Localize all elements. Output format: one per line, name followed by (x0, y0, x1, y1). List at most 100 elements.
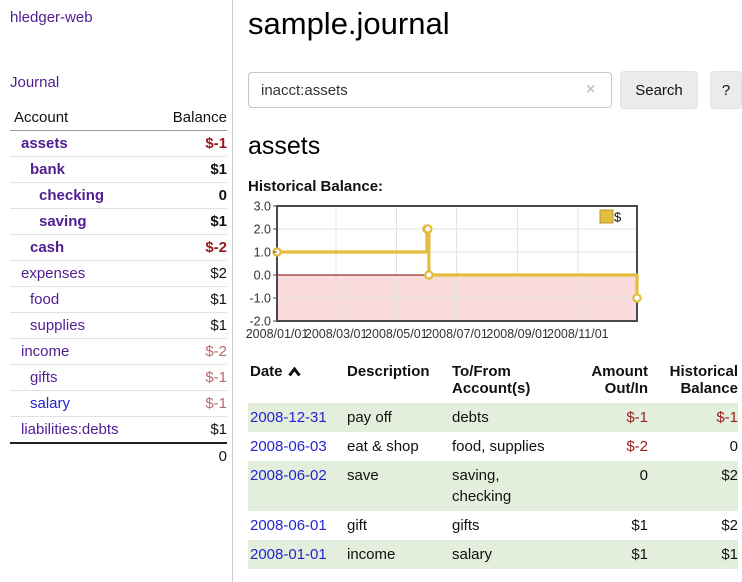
account-balance: $-2 (151, 338, 227, 365)
transaction-date-link[interactable]: 2008-06-03 (250, 438, 327, 455)
transaction-balance: $1 (648, 540, 738, 569)
account-link[interactable]: assets (21, 135, 68, 152)
transaction-date-link[interactable]: 2008-06-01 (250, 517, 327, 534)
legend-label: $ (614, 210, 622, 225)
x-axis-tick-label: 2008/07/01 (425, 327, 488, 341)
account-balance: $1 (151, 416, 227, 443)
balance-chart-svg: 3.0 2.0 1.0 0.0 -1.0 -2.02008/01/012008/03/01… (246, 200, 642, 341)
account-row: food $1 (10, 286, 227, 313)
sidebar-item-journal[interactable]: Journal (10, 74, 60, 91)
x-axis-tick-label: 2008/01/01 (246, 327, 309, 341)
register-table-body: 2008-12-31 pay off debts $-1 $-1 2008-06… (248, 403, 738, 569)
account-heading: assets (248, 132, 321, 160)
account-row: liabilities:debts $1 (10, 416, 227, 443)
transaction-accounts: gifts (452, 517, 480, 534)
transaction-amount: $1 (572, 540, 648, 569)
accounts-total-row: 0 (10, 441, 227, 469)
transaction-description: save (345, 461, 450, 511)
account-balance: $-1 (151, 130, 227, 157)
transaction-accounts: saving, checking (450, 461, 572, 511)
account-link[interactable]: salary (30, 395, 71, 412)
account-balance: $2 (151, 260, 227, 287)
account-balance: $1 (151, 208, 227, 235)
accounts-column-header: Account (10, 106, 152, 131)
transaction-date-link[interactable]: 2008-01-01 (250, 546, 327, 563)
account-link[interactable]: food (30, 291, 60, 308)
legend-swatch (599, 209, 614, 224)
register-header-date[interactable]: Date (248, 361, 345, 403)
sidebar: hledger-web Journal Account Balance asse… (0, 0, 233, 582)
historical-balance-chart: 3.0 2.0 1.0 0.0 -1.0 -2.0 2008/01/01 2008/03/01… (246, 199, 738, 344)
account-row: expenses $2 (10, 260, 227, 287)
transaction-row: 2008-06-03 eat & shop food, supplies $-2… (248, 432, 738, 461)
y-axis-tick-label: 0.0 (254, 269, 271, 283)
y-axis-tick-label: 2.0 (254, 223, 271, 237)
accounts-balance-table: Account Balance assets $-1 bank $1 check… (10, 106, 227, 469)
help-button[interactable]: ? (710, 71, 742, 109)
accounts-total-value: 0 (151, 441, 227, 469)
y-axis-tick-label: 3.0 (254, 200, 271, 214)
transaction-accounts: food, supplies (452, 438, 545, 455)
search-form: × Search ? (248, 71, 742, 109)
account-link[interactable]: supplies (30, 317, 86, 334)
transaction-accounts: salary (450, 540, 572, 569)
balance-column-header: Balance (151, 106, 227, 131)
account-link[interactable]: gifts (30, 369, 58, 386)
account-balance: $1 (151, 156, 227, 183)
account-link[interactable]: bank (30, 161, 66, 178)
transaction-row: 2008-06-02 save saving, checking 0 $2 (248, 461, 738, 511)
accounts-table-body: assets $-1 bank $1 checking 0 saving $1 … (10, 130, 227, 469)
account-balance: $-1 (151, 390, 227, 417)
account-row: checking 0 (10, 182, 227, 209)
clear-search-icon[interactable]: × (586, 81, 596, 98)
sort-ascending-icon (287, 364, 301, 381)
register-header-amount: Amount Out/In (591, 363, 648, 397)
transaction-row: 2008-01-01 income salary $1 $1 (248, 540, 738, 569)
y-axis-tick-label: 1.0 (254, 246, 271, 260)
transaction-row: 2008-06-01 gift gifts $1 $2 (248, 511, 738, 540)
register-header-description: Description (347, 363, 430, 380)
data-point-marker (423, 224, 433, 234)
account-balance: $1 (151, 312, 227, 339)
account-balance: $-2 (151, 234, 227, 261)
x-axis-tick-label: 2008/05/01 (365, 327, 428, 341)
transaction-amount: $-1 (572, 403, 648, 432)
transaction-description: gift (347, 517, 368, 534)
account-link[interactable]: income (21, 343, 70, 360)
transaction-date-link[interactable]: 2008-06-02 (250, 467, 327, 484)
page-title: sample.journal (248, 6, 450, 41)
plot-border (276, 205, 638, 322)
account-row: saving $1 (10, 208, 227, 235)
main-content: sample.journal × Search ? assets Histori… (246, 0, 742, 569)
account-link[interactable]: checking (39, 187, 105, 204)
transaction-description: pay off (345, 403, 450, 432)
account-row: income $-2 (10, 338, 227, 365)
transaction-description: income (345, 540, 450, 569)
account-link[interactable]: expenses (21, 265, 86, 282)
register-table: Date Description To/From Account(s) Amou… (248, 361, 738, 569)
register-header-accounts: To/From Account(s) (452, 363, 531, 397)
transaction-balance: $2 (721, 517, 738, 534)
account-link[interactable]: cash (30, 239, 65, 256)
transaction-description: eat & shop (347, 438, 419, 455)
account-row: assets $-1 (10, 130, 227, 157)
transaction-row: 2008-12-31 pay off debts $-1 $-1 (248, 403, 738, 432)
app-brand-link[interactable]: hledger-web (10, 9, 93, 26)
account-link[interactable]: saving (39, 213, 87, 230)
x-axis-tick-label: 2008/09/01 (486, 327, 549, 341)
search-input[interactable] (248, 72, 612, 108)
account-row: bank $1 (10, 156, 227, 183)
transaction-balance: $-1 (648, 403, 738, 432)
account-row: salary $-1 (10, 390, 227, 417)
transaction-date-link[interactable]: 2008-12-31 (250, 409, 327, 426)
account-balance: $1 (151, 286, 227, 313)
transaction-accounts: debts (450, 403, 572, 432)
y-axis-tick-label: -2.0 (249, 315, 271, 329)
account-link[interactable]: liabilities:debts (21, 420, 119, 438)
transaction-amount: $1 (631, 517, 648, 534)
account-balance: $-1 (151, 364, 227, 391)
account-row: gifts $-1 (10, 364, 227, 391)
account-balance: 0 (151, 182, 227, 209)
search-button[interactable]: Search (620, 71, 698, 109)
account-row: supplies $1 (10, 312, 227, 339)
